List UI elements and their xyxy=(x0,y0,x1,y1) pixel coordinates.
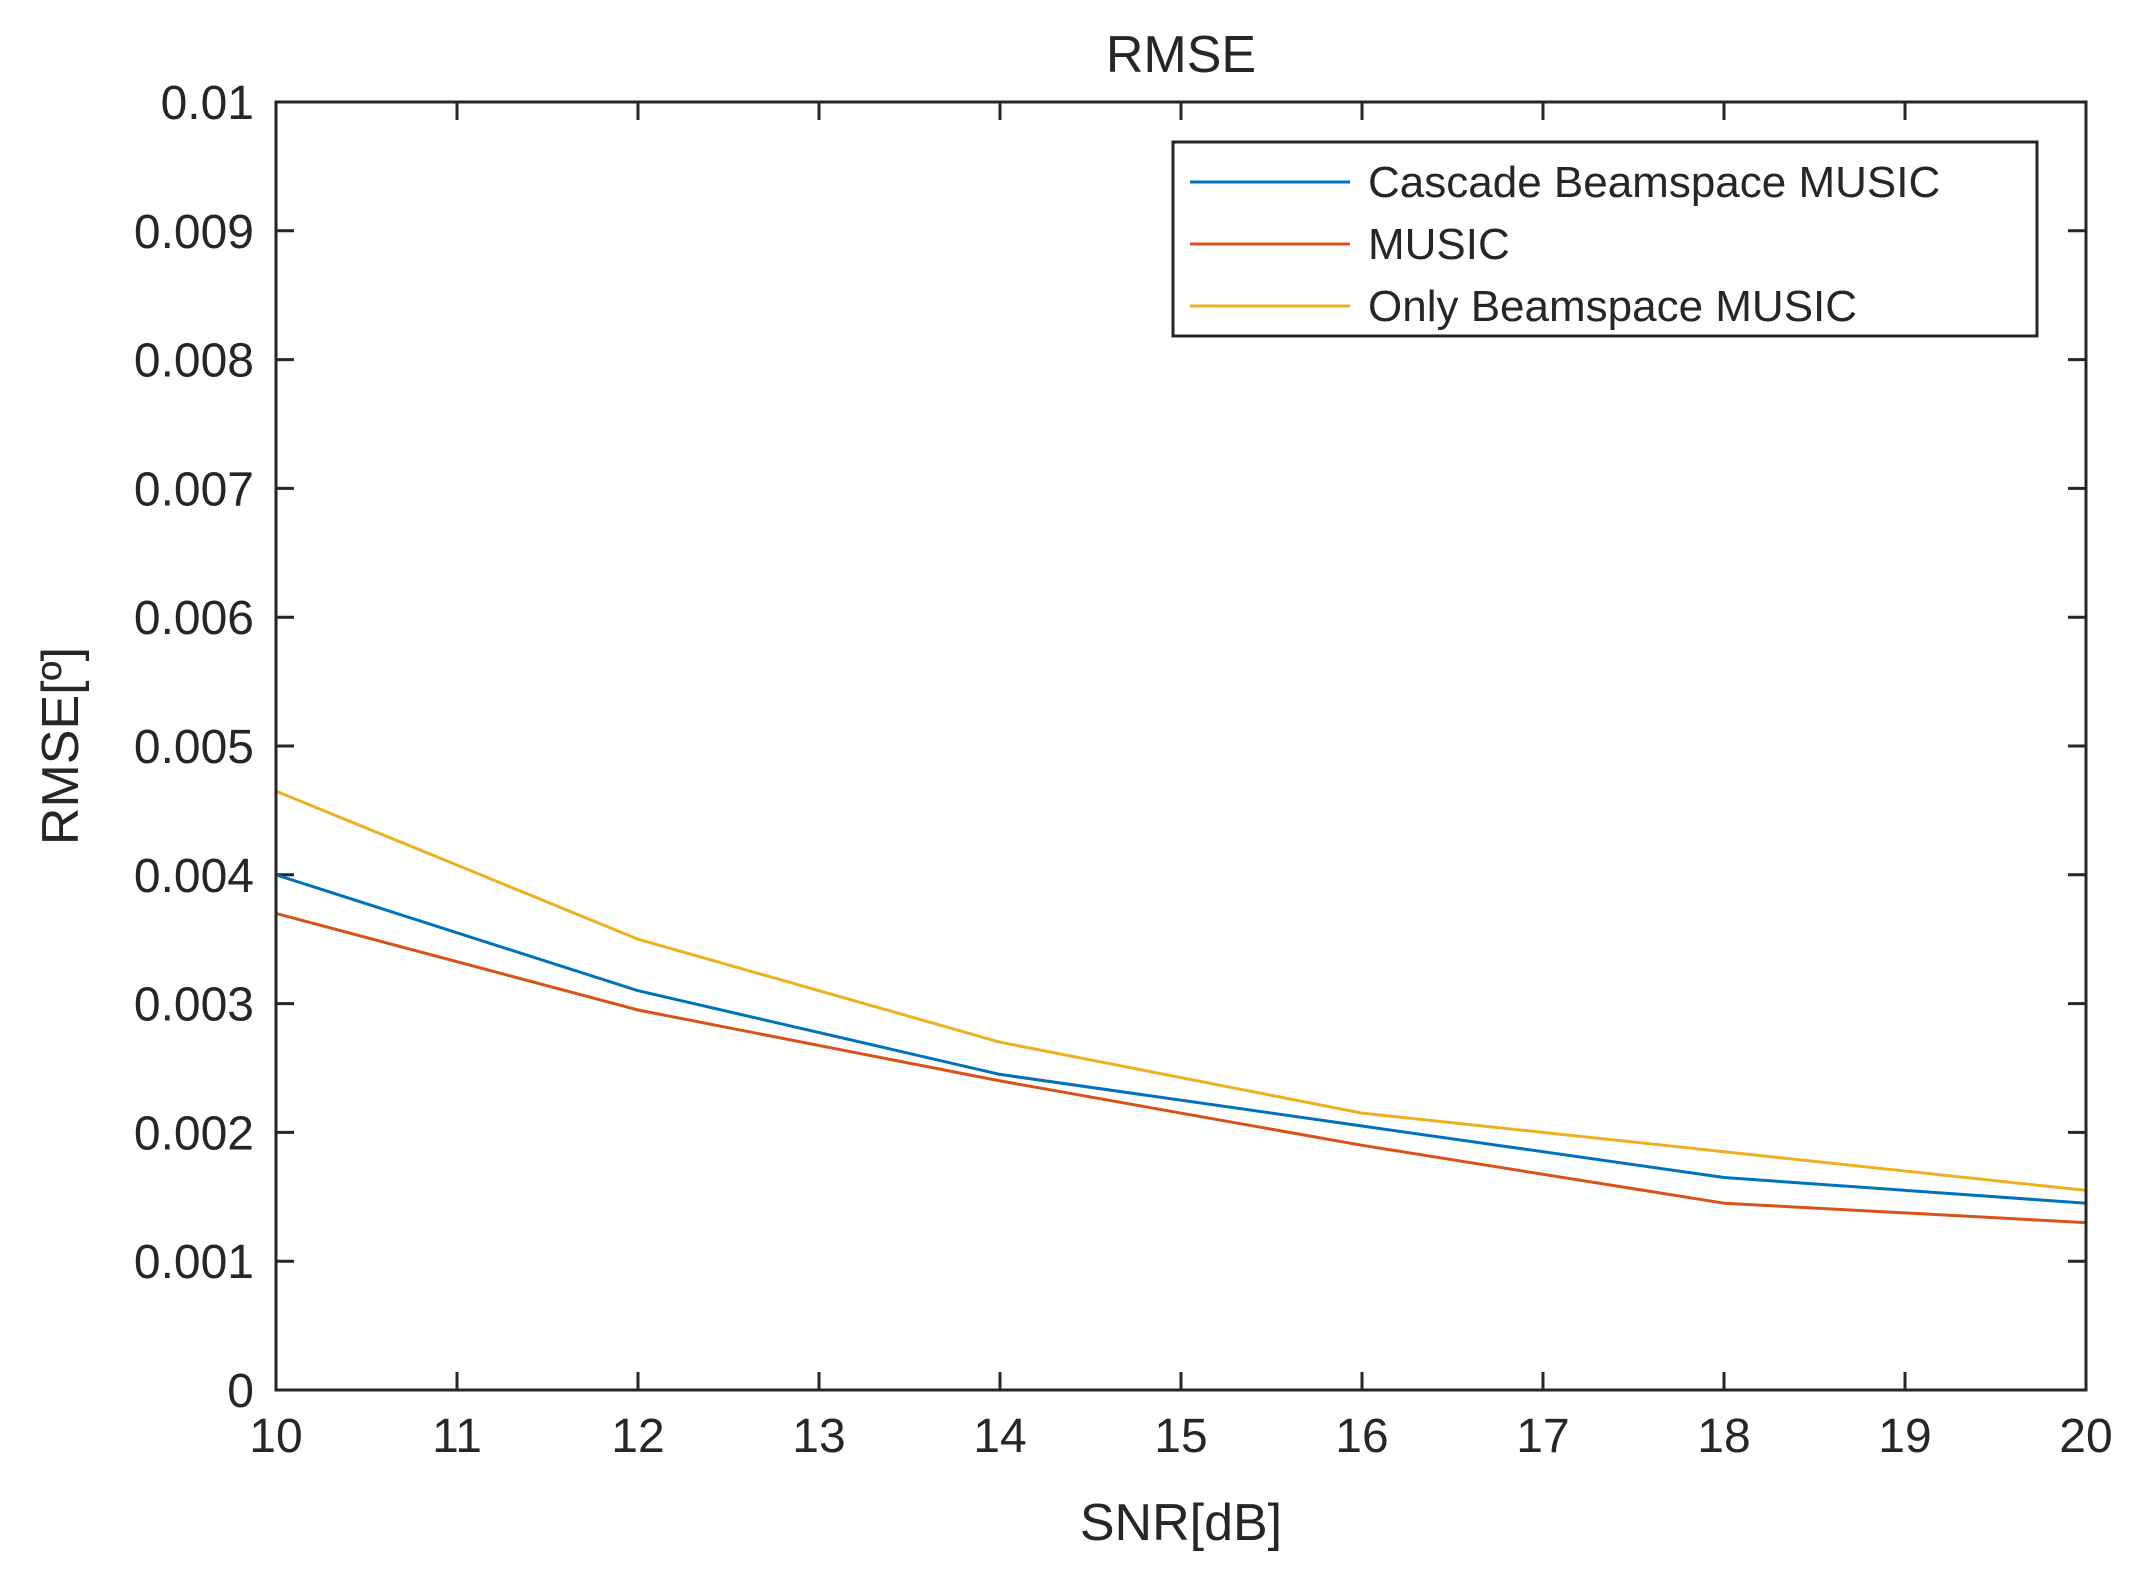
x-tick-label: 18 xyxy=(1697,1410,1750,1463)
chart-title: RMSE xyxy=(1106,26,1256,84)
y-tick-label: 0.008 xyxy=(134,335,254,388)
y-tick-label: 0.01 xyxy=(161,77,254,130)
x-tick-label: 16 xyxy=(1335,1410,1388,1463)
series-line-3 xyxy=(275,789,2087,1192)
legend-label-1: Cascade Beamspace MUSIC xyxy=(1368,158,1940,207)
x-tick-label: 11 xyxy=(432,1410,482,1463)
x-tick-label: 15 xyxy=(1154,1410,1207,1463)
legend-box xyxy=(1171,140,2039,338)
y-tick-label: 0.004 xyxy=(134,850,254,903)
series-lines xyxy=(275,789,2087,1225)
y-tick-label: 0.003 xyxy=(134,979,254,1032)
legend-label-3: Only Beamspace MUSIC xyxy=(1368,282,1857,331)
x-tick-label: 14 xyxy=(973,1410,1026,1463)
x-tick-label: 10 xyxy=(249,1410,302,1463)
x-tick-label: 13 xyxy=(792,1410,845,1463)
y-tick-label: 0.006 xyxy=(134,592,254,645)
y-tick-label: 0.007 xyxy=(134,463,254,516)
y-tick-label: 0.002 xyxy=(134,1107,254,1160)
axis-tick-labels: 10 11 12 13 14 15 16 17 18 19 20 0 0.001 0.002 0.003 0.… xyxy=(134,77,2113,1463)
x-tick-label: 20 xyxy=(2059,1410,2112,1463)
y-tick-label: 0.009 xyxy=(134,206,254,259)
y-tick-label: 0 xyxy=(227,1365,254,1418)
x-tick-label: 17 xyxy=(1516,1410,1569,1463)
x-axis-label: SNR[dB] xyxy=(1080,1494,1282,1552)
series-line-2 xyxy=(275,911,2087,1225)
y-tick-label: 0.001 xyxy=(134,1236,254,1289)
axis-ticks xyxy=(274,100,2088,1392)
y-axis-label: RMSE[º] xyxy=(32,647,90,845)
series-line-1 xyxy=(275,873,2087,1205)
plot-frame xyxy=(274,100,2088,1392)
x-tick-label: 12 xyxy=(611,1410,664,1463)
y-tick-label: 0.005 xyxy=(134,721,254,774)
legend-label-2: MUSIC xyxy=(1368,220,1510,269)
x-tick-label: 19 xyxy=(1878,1410,1931,1463)
legend: Cascade Beamspace MUSIC MUSIC Only Beamspa… xyxy=(1171,140,2039,338)
